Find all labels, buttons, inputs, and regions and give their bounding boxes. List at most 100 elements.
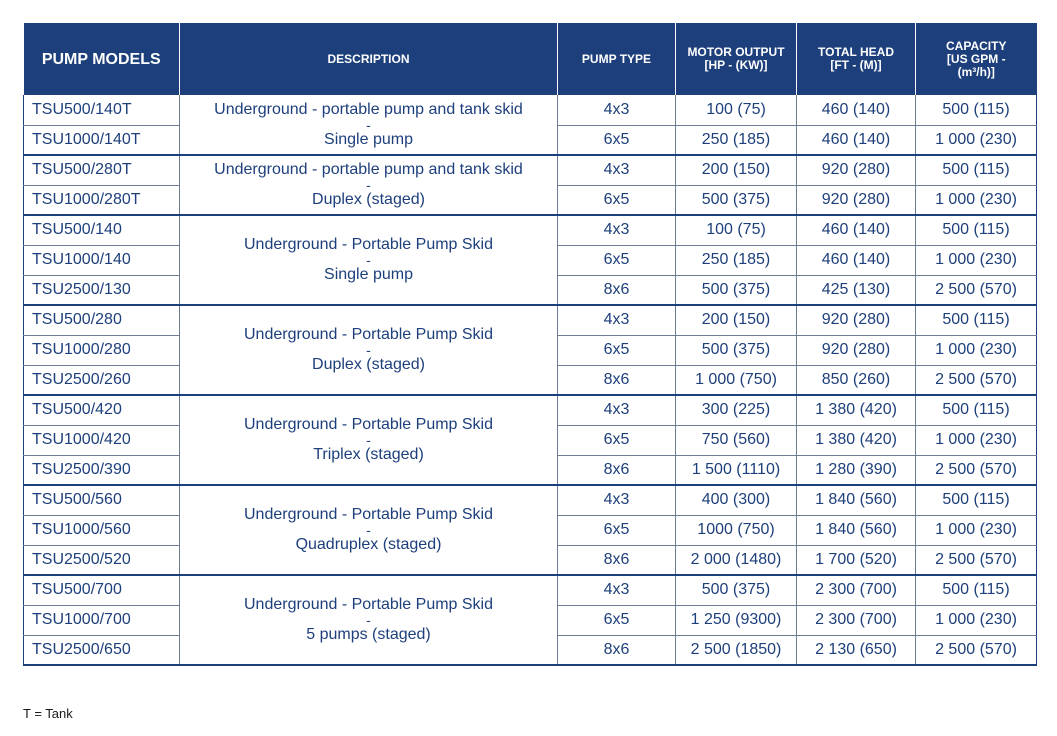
- capacity-cell: 1 000 (230): [915, 125, 1037, 156]
- model-cell: TSU500/280T: [23, 154, 180, 186]
- capacity-cell: 1 000 (230): [915, 425, 1037, 456]
- pump-type-cell: 8x6: [557, 275, 676, 306]
- model-cell: TSU2500/650: [23, 635, 180, 666]
- motor-output-cell: 100 (75): [675, 95, 797, 126]
- description-cell: Underground - Portable Pump Skid - Triplex…: [179, 394, 558, 486]
- table-row: TSU1000/420 6x5 750 (560) 1 380 (420) 1 000 …: [23, 425, 1037, 456]
- motor-output-cell: 200 (150): [675, 154, 797, 186]
- pump-type-cell: 4x3: [557, 214, 676, 246]
- motor-output-cell: 200 (150): [675, 304, 797, 336]
- pump-type-cell: 8x6: [557, 635, 676, 666]
- model-cell: TSU500/280: [23, 304, 180, 336]
- description-line: Underground - Portable Pump Skid: [243, 506, 494, 523]
- table-row: TSU1000/700 6x5 1 250 (9300) 2 300 (700) 1 0…: [23, 605, 1037, 636]
- total-head-cell: 1 840 (560): [796, 484, 916, 516]
- model-cell: TSU1000/280T: [23, 185, 180, 216]
- model-cell: TSU1000/140T: [23, 125, 180, 156]
- pump-type-cell: 4x3: [557, 484, 676, 516]
- pump-type-cell: 8x6: [557, 365, 676, 396]
- total-head-cell: 850 (260): [796, 365, 916, 396]
- pump-type-cell: 4x3: [557, 154, 676, 186]
- pump-type-cell: 4x3: [557, 394, 676, 426]
- description-separator: -: [366, 612, 371, 628]
- description-separator: -: [366, 116, 371, 133]
- table-row: TSU1000/140 6x5 250 (185) 460 (140) 1 000 (2…: [23, 245, 1037, 276]
- capacity-cell: 500 (115): [915, 95, 1037, 126]
- header-pump-type: PUMP TYPE: [557, 23, 676, 95]
- table-row: TSU500/700 Underground - Portable Pump Sk…: [23, 574, 1037, 666]
- motor-output-cell: 400 (300): [675, 484, 797, 516]
- motor-output-cell: 250 (185): [675, 245, 797, 276]
- description-line: Quadruplex (staged): [295, 536, 442, 553]
- description-separator: -: [366, 177, 371, 193]
- total-head-cell: 920 (280): [796, 304, 916, 336]
- header-motor-output: MOTOR OUTPUT [HP - (KW)]: [675, 23, 797, 95]
- description-line: 5 pumps (staged): [306, 626, 431, 643]
- table-row: TSU2500/650 8x6 2 500 (1850) 2 130 (650) 2 5…: [23, 635, 1037, 666]
- model-cell: TSU2500/520: [23, 545, 180, 576]
- capacity-cell: 500 (115): [915, 214, 1037, 246]
- header-motor-output-line2: [HP - (KW)]: [704, 58, 768, 72]
- header-capacity: CAPACITY [US GPM - (m³/h)]: [915, 23, 1037, 95]
- total-head-cell: 1 380 (420): [796, 425, 916, 456]
- motor-output-cell: 1 250 (9300): [675, 605, 797, 636]
- total-head-cell: 920 (280): [796, 154, 916, 186]
- total-head-cell: 1 700 (520): [796, 545, 916, 576]
- capacity-cell: 500 (115): [915, 574, 1037, 606]
- description-separator: -: [366, 252, 371, 268]
- pump-type-cell: 8x6: [557, 455, 676, 486]
- pump-type-cell: 6x5: [557, 515, 676, 546]
- total-head-cell: 920 (280): [796, 185, 916, 216]
- header-pump-models: PUMP MODELS: [23, 23, 180, 95]
- pump-type-cell: 6x5: [557, 335, 676, 366]
- capacity-cell: 500 (115): [915, 304, 1037, 336]
- total-head-cell: 920 (280): [796, 335, 916, 366]
- capacity-cell: 1 000 (230): [915, 185, 1037, 216]
- description-line: Duplex (staged): [312, 356, 425, 373]
- description-line: Single pump: [324, 266, 413, 283]
- pump-type-cell: 6x5: [557, 125, 676, 156]
- total-head-cell: 2 130 (650): [796, 635, 916, 666]
- description-line: Triplex (staged): [313, 446, 424, 463]
- motor-output-cell: 1 000 (750): [675, 365, 797, 396]
- pump-models-table: PUMP MODELS DESCRIPTION PUMP TYPE MOTOR …: [23, 23, 1037, 666]
- pump-type-cell: 4x3: [557, 304, 676, 336]
- table-row: TSU2500/130 8x6 500 (375) 425 (130) 2 500 (5…: [23, 275, 1037, 306]
- table-body: TSU500/140T Underground - portable pump a…: [23, 95, 1037, 666]
- pump-type-cell: 6x5: [557, 245, 676, 276]
- motor-output-cell: 750 (560): [675, 425, 797, 456]
- model-cell: TSU500/140T: [23, 95, 180, 126]
- table-row: TSU1000/140T 6x5 250 (185) 460 (140) 1 000 (…: [23, 125, 1037, 156]
- header-capacity-line1: CAPACITY: [946, 38, 1007, 53]
- header-description: DESCRIPTION: [179, 23, 558, 95]
- capacity-cell: 2 500 (570): [915, 365, 1037, 396]
- motor-output-cell: 500 (375): [675, 185, 797, 216]
- description-line: Duplex (staged): [312, 191, 425, 208]
- model-cell: TSU500/140: [23, 214, 180, 246]
- motor-output-cell: 300 (225): [675, 394, 797, 426]
- table-row: TSU500/420 Underground - Portable Pump Sk…: [23, 394, 1037, 486]
- total-head-cell: 460 (140): [796, 95, 916, 126]
- description-line: Underground - Portable Pump Skid: [243, 416, 494, 433]
- capacity-cell: 2 500 (570): [915, 635, 1037, 666]
- pump-type-cell: 4x3: [557, 574, 676, 606]
- capacity-cell: 500 (115): [915, 394, 1037, 426]
- description-separator: -: [366, 342, 371, 358]
- description-cell: Underground - Portable Pump Skid - Duplex …: [179, 304, 558, 396]
- description-line: Underground - Portable Pump Skid: [243, 326, 494, 343]
- model-cell: TSU1000/140: [23, 245, 180, 276]
- description-cell: Underground - Portable Pump Skid - Quadrup…: [179, 484, 558, 576]
- motor-output-cell: 100 (75): [675, 214, 797, 246]
- total-head-cell: 2 300 (700): [796, 574, 916, 606]
- motor-output-cell: 1000 (750): [675, 515, 797, 546]
- total-head-cell: 460 (140): [796, 214, 916, 246]
- capacity-cell: 500 (115): [915, 484, 1037, 516]
- model-cell: TSU1000/280: [23, 335, 180, 366]
- model-cell: TSU1000/700: [23, 605, 180, 636]
- total-head-cell: 460 (140): [796, 125, 916, 156]
- pump-type-cell: 4x3: [557, 95, 676, 126]
- header-total-head-line2: [FT - (M)]: [830, 58, 882, 72]
- total-head-cell: 460 (140): [796, 245, 916, 276]
- motor-output-cell: 2 500 (1850): [675, 635, 797, 666]
- table-row: TSU2500/390 8x6 1 500 (1110) 1 280 (390) 2 5…: [23, 455, 1037, 486]
